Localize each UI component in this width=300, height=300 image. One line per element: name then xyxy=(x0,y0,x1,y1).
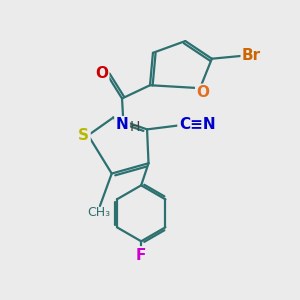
Text: CH₃: CH₃ xyxy=(87,206,110,219)
Text: O: O xyxy=(95,66,108,81)
Text: H: H xyxy=(130,120,140,134)
Text: O: O xyxy=(196,85,209,100)
Text: N: N xyxy=(116,118,128,133)
Text: C≡N: C≡N xyxy=(179,118,215,133)
Text: S: S xyxy=(78,128,89,143)
Text: Br: Br xyxy=(242,48,261,63)
Text: F: F xyxy=(136,248,146,262)
